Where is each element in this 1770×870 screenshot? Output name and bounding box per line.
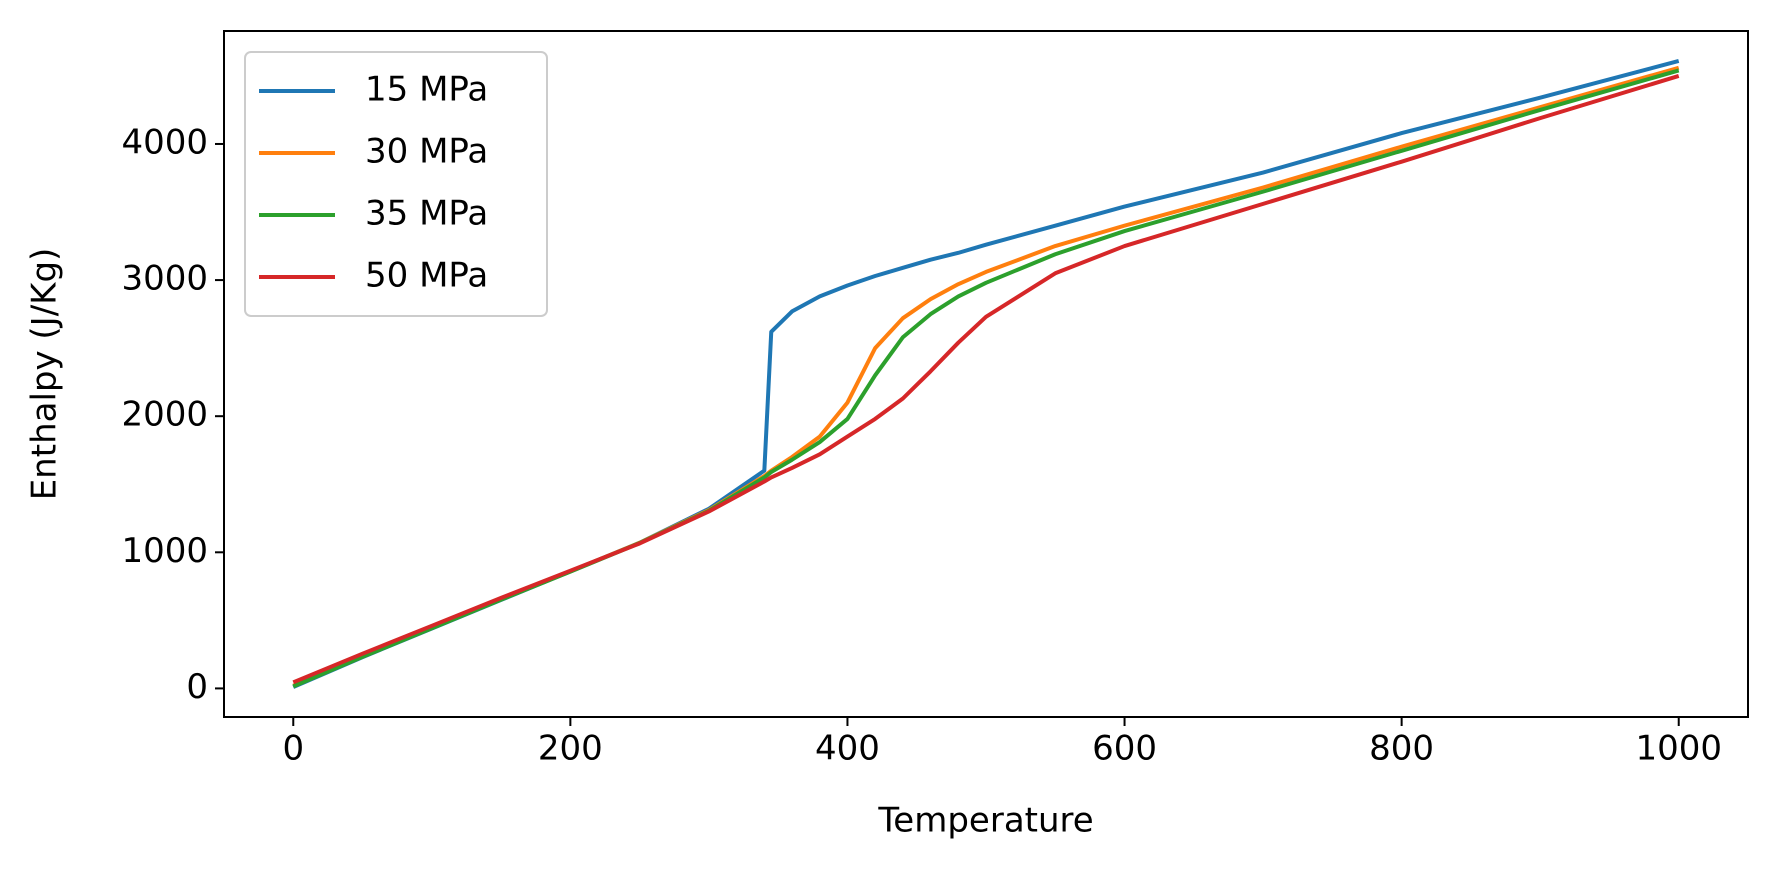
x-tick-label: 600 xyxy=(1092,729,1157,769)
y-tick-label: 0 xyxy=(186,667,208,707)
legend: 15 MPa 30 MPa 35 MPa 50 MPa xyxy=(244,51,548,317)
x-tick-label: 0 xyxy=(282,729,304,769)
legend-frame xyxy=(244,51,548,317)
series-line xyxy=(292,74,1680,685)
x-tick-label: 400 xyxy=(815,729,880,769)
legend-label: 15 MPa xyxy=(365,70,488,110)
x-axis-label: Temperature xyxy=(877,801,1093,841)
legend-label: 50 MPa xyxy=(365,256,488,296)
x-tick-label: 800 xyxy=(1369,729,1434,769)
x-tick-label: 200 xyxy=(538,729,603,769)
y-axis-label: Enthalpy (J/Kg) xyxy=(25,248,65,501)
y-tick-label: 3000 xyxy=(121,259,208,299)
y-tick-label: 1000 xyxy=(121,531,208,571)
legend-label: 30 MPa xyxy=(365,132,488,172)
plot-frame xyxy=(223,30,1749,718)
y-tick-label: 4000 xyxy=(121,122,208,162)
x-tick-label: 1000 xyxy=(1635,729,1722,769)
y-tick-label: 2000 xyxy=(121,395,208,435)
legend-label: 35 MPa xyxy=(365,194,488,234)
